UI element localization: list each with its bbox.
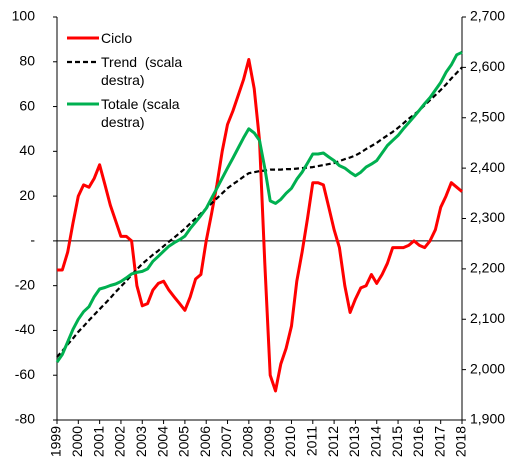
legend-swatch	[67, 36, 99, 40]
y-tick-label: -40	[15, 321, 35, 337]
y-tick-label: -20	[15, 276, 35, 292]
x-tick-label: 2013	[346, 426, 362, 457]
y2-tick-label: 2,600	[470, 58, 505, 74]
legend-label: Totale (scala destra)	[101, 96, 184, 130]
x-tick-label: 2009	[261, 426, 277, 457]
legend-entry: Ciclo	[65, 29, 193, 47]
y2-tick-label: 2,500	[470, 108, 505, 124]
legend-swatch	[67, 102, 99, 106]
x-tick-label: 2018	[453, 426, 469, 457]
y-tick-label: 40	[19, 142, 35, 158]
x-tick-label: 2012	[325, 426, 341, 457]
y2-tick-label: 1,900	[470, 411, 505, 427]
x-tick-label: 2015	[389, 426, 405, 457]
x-tick-label: 2004	[154, 426, 170, 457]
x-tick-label: 2014	[367, 426, 383, 457]
y2-tick-label: 2,100	[470, 310, 505, 326]
y-tick-label: -	[30, 232, 35, 248]
y-tick-label: 100	[12, 8, 36, 24]
x-tick-label: 2011	[303, 426, 319, 456]
y2-tick-label: 2,700	[470, 8, 505, 24]
x-tick-label: 1999	[48, 426, 64, 457]
legend-label: Ciclo	[101, 30, 133, 46]
y2-tick-label: 2,300	[470, 209, 505, 225]
y2-tick-label: 2,400	[470, 159, 505, 175]
legend-label: Trend (scala destra)	[101, 54, 187, 88]
x-tick-label: 2006	[197, 426, 213, 457]
x-tick-label: 2003	[133, 426, 149, 457]
legend-entry: Totale (scala destra)	[65, 95, 193, 131]
y2-tick-label: 2,000	[470, 360, 505, 376]
series-line	[56, 66, 463, 358]
x-tick-label: 2007	[218, 426, 234, 457]
y2-tick-label: 2,200	[470, 260, 505, 276]
legend: Ciclo Trend (scala destra) Totale (scala d…	[65, 29, 193, 131]
x-tick-label: 2010	[282, 426, 298, 457]
x-tick-label: 2000	[69, 426, 85, 457]
legend-entry: Trend (scala destra)	[65, 53, 193, 89]
x-tick-label: 2017	[431, 426, 447, 457]
y-tick-label: -80	[15, 411, 35, 427]
y-tick-label: -60	[15, 366, 35, 382]
y-tick-label: 60	[19, 97, 35, 113]
x-tick-label: 2005	[176, 426, 192, 457]
x-tick-label: 2002	[112, 426, 128, 457]
series-line	[55, 50, 463, 363]
y-tick-label: 20	[19, 187, 35, 203]
x-tick-label: 2001	[90, 426, 106, 457]
legend-swatch	[67, 60, 99, 64]
y-tick-label: 80	[19, 52, 35, 68]
x-tick-label: 2008	[240, 426, 256, 457]
x-tick-label: 2016	[410, 426, 426, 457]
